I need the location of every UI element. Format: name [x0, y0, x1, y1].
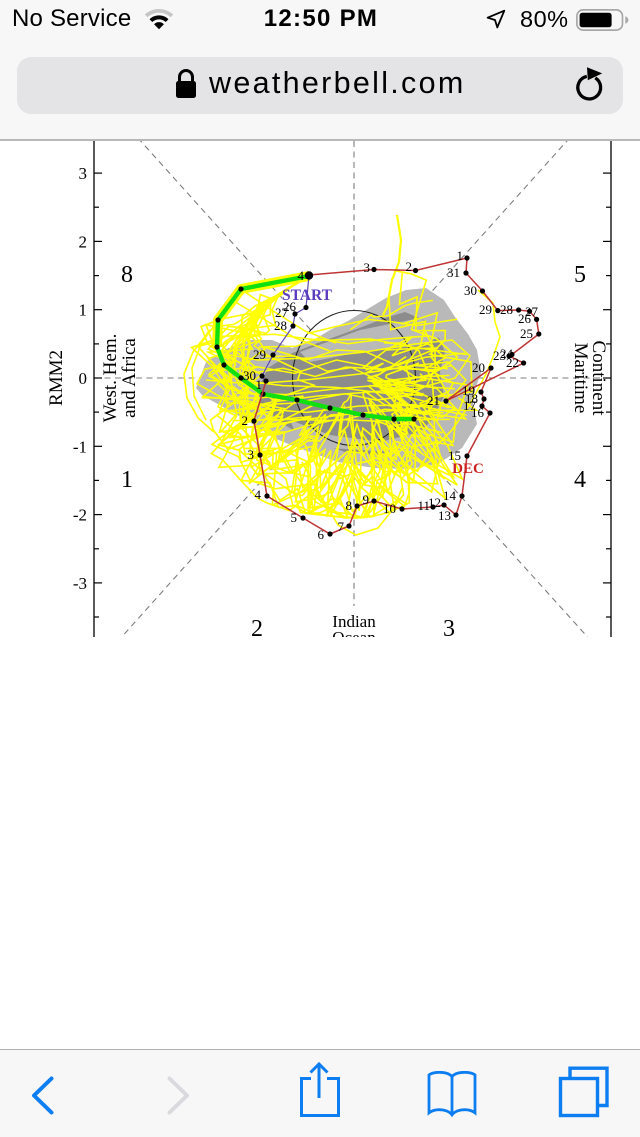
svg-text:31: 31 [447, 265, 460, 280]
svg-text:4: 4 [574, 467, 586, 493]
svg-text:1: 1 [121, 467, 133, 493]
svg-text:14: 14 [443, 488, 457, 503]
svg-text:29: 29 [479, 302, 492, 317]
svg-text:2: 2 [242, 413, 249, 428]
svg-text:6: 6 [318, 527, 325, 542]
svg-text:18: 18 [465, 391, 478, 406]
svg-text:DEC: DEC [452, 461, 484, 477]
svg-text:1: 1 [256, 377, 263, 392]
svg-text:30: 30 [243, 368, 256, 383]
svg-text:26: 26 [283, 299, 297, 314]
svg-text:17: 17 [463, 398, 477, 413]
svg-text:Ocean: Ocean [332, 628, 376, 637]
svg-text:0: 0 [79, 369, 88, 388]
svg-text:26: 26 [518, 311, 532, 326]
svg-text:24: 24 [500, 346, 514, 361]
svg-text:2: 2 [79, 232, 88, 251]
svg-text:22: 22 [506, 355, 519, 370]
svg-text:8: 8 [121, 262, 133, 288]
svg-text:3: 3 [248, 447, 255, 462]
svg-text:3: 3 [79, 164, 88, 183]
svg-text:28: 28 [274, 318, 287, 333]
svg-text:-2: -2 [73, 506, 87, 525]
svg-text:15: 15 [448, 448, 461, 463]
svg-text:12: 12 [428, 495, 441, 510]
svg-text:27: 27 [525, 304, 539, 319]
svg-text:3: 3 [364, 260, 371, 275]
svg-text:4: 4 [255, 487, 262, 502]
svg-text:Maritime: Maritime [570, 343, 591, 414]
svg-text:5: 5 [574, 262, 586, 288]
svg-text:28: 28 [500, 302, 513, 317]
svg-text:3: 3 [443, 616, 455, 637]
svg-text:30: 30 [464, 283, 477, 298]
svg-text:11: 11 [417, 498, 430, 513]
svg-text:West. Hem.: West. Hem. [100, 334, 121, 423]
svg-text:13: 13 [438, 508, 451, 523]
svg-text:1: 1 [457, 248, 464, 263]
svg-text:19: 19 [462, 383, 475, 398]
svg-text:20: 20 [472, 360, 485, 375]
svg-text:27: 27 [275, 305, 289, 320]
svg-text:START: START [282, 287, 333, 304]
svg-text:23: 23 [493, 348, 506, 363]
svg-text:5: 5 [291, 510, 298, 525]
svg-text:10: 10 [383, 501, 396, 516]
svg-text:21: 21 [427, 393, 440, 408]
svg-text:2: 2 [251, 616, 263, 637]
svg-text:25: 25 [520, 326, 533, 341]
svg-text:RMM2: RMM2 [46, 350, 67, 406]
svg-text:2: 2 [406, 259, 413, 274]
svg-text:1: 1 [79, 301, 88, 320]
svg-text:16: 16 [471, 405, 485, 420]
svg-text:-3: -3 [73, 574, 87, 593]
svg-text:29: 29 [253, 347, 266, 362]
svg-text:7: 7 [338, 519, 345, 534]
svg-text:4: 4 [298, 268, 305, 283]
svg-text:Indian: Indian [332, 612, 376, 631]
svg-text:8: 8 [346, 498, 353, 513]
svg-text:9: 9 [363, 492, 370, 507]
svg-text:-1: -1 [73, 437, 87, 456]
svg-text:Continent: Continent [588, 341, 609, 417]
svg-text:and Africa: and Africa [119, 338, 140, 418]
